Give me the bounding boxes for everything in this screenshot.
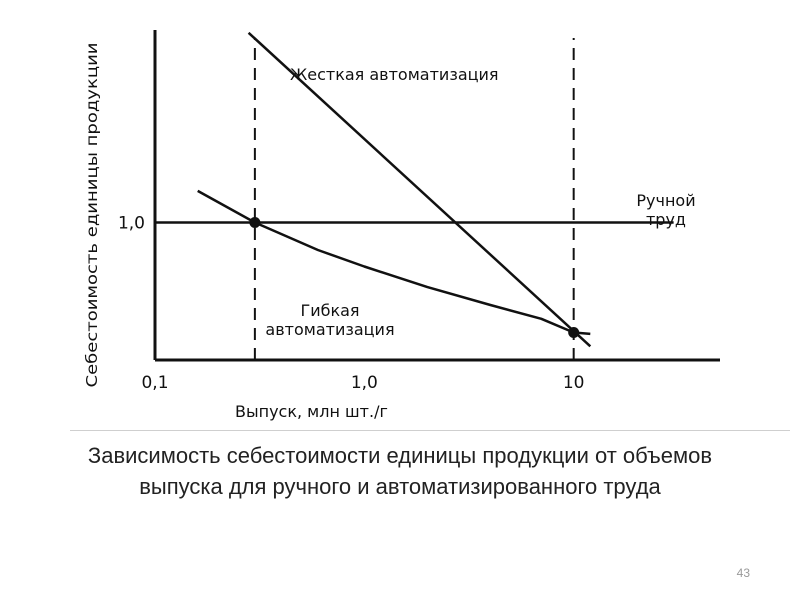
label-rigid-automation: Жесткая автоматизация [290, 65, 499, 84]
label-manual-labor-line-1: Ручной [636, 191, 695, 210]
page-number: 43 [736, 566, 750, 580]
x-tick-label-3: 10 [563, 373, 585, 393]
label-manual-labor-line-2: труд [646, 210, 686, 229]
series-flexible-automation [197, 189, 591, 336]
data-point-1 [249, 217, 261, 228]
y-axis-label: Себестоимость единицы продукции [83, 43, 101, 388]
x-tick-label-2: 1,0 [351, 373, 378, 393]
chart: 0,1 1,0 10 1,0 Выпуск, млн шт./г Себестоимост… [83, 30, 720, 421]
label-flexible-automation-line-1: Гибкая [300, 301, 359, 320]
label-rigid-automation-line-1: Жесткая автоматизация [290, 65, 499, 84]
label-manual-labor: Ручной труд [636, 191, 695, 229]
x-tick-label-1: 0,1 [141, 373, 168, 393]
caption-divider [70, 430, 790, 431]
chart-svg: 0,1 1,0 10 1,0 Выпуск, млн шт./г Себестоимост… [83, 30, 720, 421]
label-flexible-automation-line-2: автоматизация [265, 320, 394, 339]
y-tick-label-1: 1,0 [118, 214, 145, 234]
data-point-2 [568, 327, 580, 338]
x-axis-label: Выпуск, млн шт./г [235, 402, 388, 421]
label-flexible-automation: Гибкая автоматизация [265, 301, 394, 339]
figure-caption: Зависимость себестоимости единицы продук… [87, 443, 713, 499]
series-rigid-automation [247, 31, 592, 348]
